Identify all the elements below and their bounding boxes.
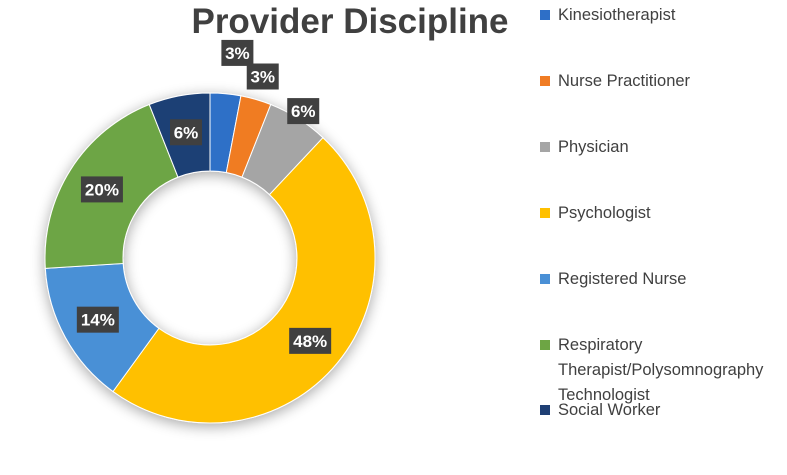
- legend-swatch: [540, 142, 550, 152]
- legend-label: Physician: [558, 135, 629, 160]
- legend-label-line: Nurse Practitioner: [558, 72, 691, 90]
- legend-label: Kinesiotherapist: [558, 3, 675, 28]
- legend-label-line: Registered Nurse: [558, 270, 687, 288]
- data-label-box: [76, 306, 119, 333]
- data-label: 3%: [246, 63, 279, 90]
- data-label-box: [221, 39, 254, 66]
- data-label: 6%: [287, 98, 320, 125]
- legend: Kinesiotherapist Nurse Practitioner Physic…: [540, 0, 787, 475]
- data-label-text: 20%: [85, 180, 119, 199]
- data-label-box: [80, 176, 123, 203]
- legend-label: Respiratory Therapist/Polysomnography Tech…: [558, 333, 763, 408]
- legend-label: Nurse Practitioner: [558, 69, 690, 94]
- data-label: 6%: [170, 119, 203, 146]
- legend-swatch: [540, 274, 550, 284]
- chart-title: Provider Discipline: [191, 2, 509, 41]
- legend-swatch: [540, 76, 550, 86]
- legend-swatch: [540, 340, 550, 350]
- data-label: 48%: [289, 327, 332, 354]
- data-label-box: [170, 119, 203, 146]
- data-label: 20%: [80, 176, 123, 203]
- legend-label-line: Therapist/Polysomnography: [558, 361, 764, 379]
- legend-swatch: [540, 208, 550, 218]
- data-label-text: 14%: [81, 311, 115, 330]
- data-label-box: [289, 327, 332, 354]
- data-label-text: 3%: [250, 68, 275, 87]
- legend-label-line: Technologist: [558, 386, 650, 404]
- legend-label-line: Physician: [558, 138, 629, 156]
- data-label: 14%: [76, 306, 119, 333]
- legend-label-line: Psychologist: [558, 204, 651, 222]
- data-label-box: [287, 98, 320, 125]
- legend-label: Psychologist: [558, 201, 651, 226]
- legend-swatch: [540, 405, 550, 415]
- legend-label-line: Social Worker: [558, 401, 661, 419]
- data-label-text: 6%: [174, 123, 199, 142]
- donut-chart: 3%3% 6% 48% 14% 20% 6%: [44, 39, 376, 424]
- data-label-text: 6%: [291, 102, 316, 121]
- data-label-text: 48%: [293, 332, 327, 351]
- legend-label: Social Worker: [558, 398, 660, 423]
- data-labels: 3%3% 6% 48% 14% 20% 6%: [76, 39, 332, 354]
- data-label: 3%: [221, 39, 254, 66]
- legend-label-line: Kinesiotherapist: [558, 6, 676, 24]
- data-label-text: 3%: [225, 44, 250, 63]
- legend-swatch: [540, 10, 550, 20]
- legend-label: Registered Nurse: [558, 267, 686, 292]
- donut-slices: [44, 92, 376, 424]
- legend-label-line: Respiratory: [558, 336, 643, 354]
- data-label-box: [246, 63, 279, 90]
